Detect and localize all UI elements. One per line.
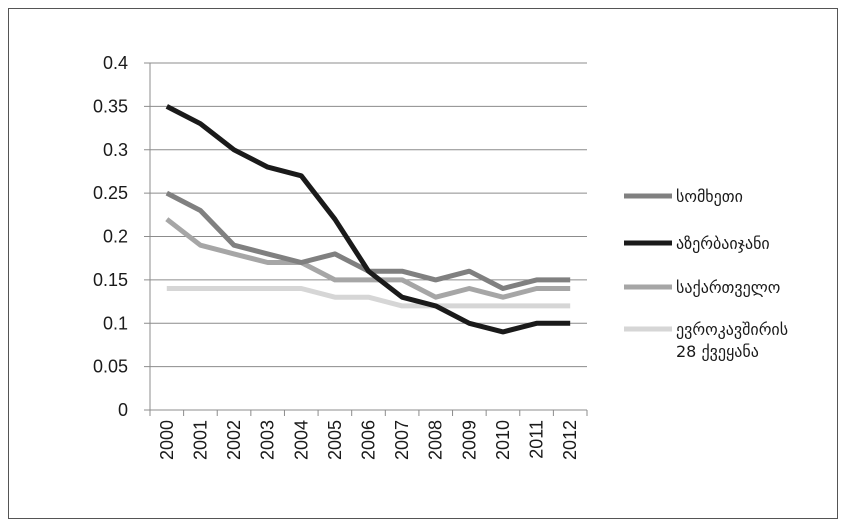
legend-label: სომხეთი <box>676 187 743 206</box>
x-tick-label: 2003 <box>258 420 278 460</box>
x-tick-label: 2011 <box>527 420 547 459</box>
x-tick-label: 2009 <box>459 420 479 460</box>
x-tick-label: 2008 <box>426 420 446 460</box>
y-tick-label: 0 <box>118 400 128 420</box>
series-line <box>165 217 571 300</box>
x-tick-label: 2012 <box>560 420 580 460</box>
y-tick-label: 0.05 <box>93 357 128 377</box>
x-tick-label: 2010 <box>493 420 513 460</box>
x-tick-label: 2004 <box>291 420 311 460</box>
y-tick-label: 0.4 <box>103 53 128 73</box>
x-tick-label: 2005 <box>325 420 345 460</box>
legend-label: ევროკავშირის 28 ქვეყანა <box>676 320 788 361</box>
x-tick-label: 2000 <box>157 420 177 460</box>
y-tick-label: 0.15 <box>93 270 128 290</box>
x-tick-label: 2007 <box>392 420 412 460</box>
y-tick-label: 0.2 <box>103 227 128 247</box>
series-line <box>165 104 571 335</box>
legend-label: აზერბაიჯანი <box>676 234 770 253</box>
legend-label: საქართველო <box>676 278 780 297</box>
y-tick-label: 0.3 <box>103 140 128 160</box>
y-tick-label: 0.25 <box>93 183 128 203</box>
x-tick-label: 2001 <box>190 420 210 460</box>
y-tick-label: 0.35 <box>93 96 128 116</box>
x-tick-label: 2006 <box>359 420 379 460</box>
series-line <box>166 286 571 309</box>
y-tick-label: 0.1 <box>103 313 128 333</box>
x-tick-label: 2002 <box>224 420 244 460</box>
chart-frame <box>8 8 838 519</box>
